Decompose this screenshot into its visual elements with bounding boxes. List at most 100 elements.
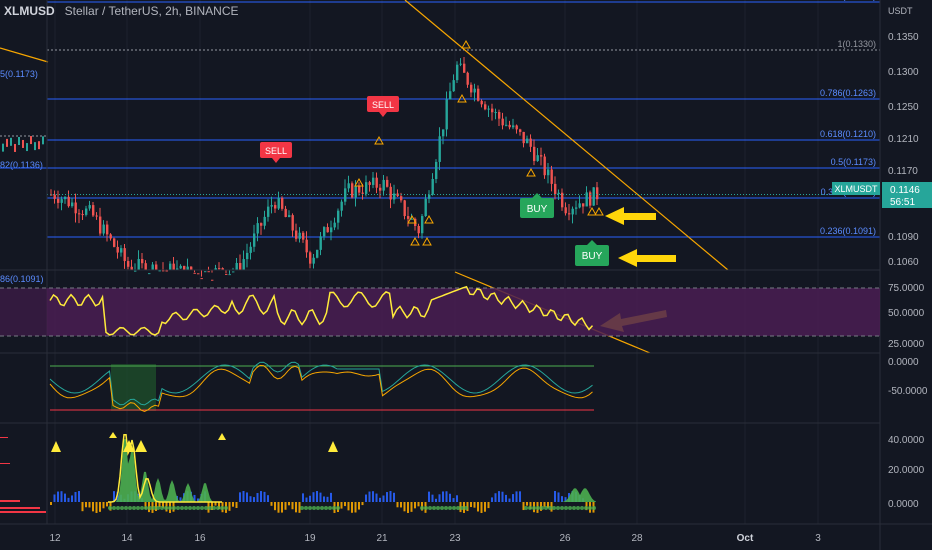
signal-dot (144, 506, 148, 510)
candle-body (127, 261, 130, 267)
candle-body (435, 161, 438, 180)
candle-body (361, 192, 364, 194)
signal-dot (128, 506, 132, 510)
candle-body (498, 112, 501, 119)
price-tick: 0.1300 (888, 67, 919, 78)
candle-body (197, 273, 200, 275)
histogram-bar (302, 493, 304, 502)
histogram-bar (239, 492, 241, 502)
candle-body (190, 266, 193, 270)
signal-dot (200, 506, 204, 510)
histogram-bar (281, 502, 283, 513)
histogram-bar (340, 502, 343, 509)
triangle-marker (328, 441, 338, 452)
candle-body (480, 100, 483, 105)
rsi-pane[interactable] (0, 285, 880, 337)
candle-body (256, 223, 259, 234)
candle-body (421, 216, 424, 234)
histogram-bar (298, 502, 301, 513)
histogram-bar (113, 491, 115, 502)
signal-dot (208, 506, 212, 510)
signal-dot (320, 506, 324, 510)
histogram-bar (274, 502, 276, 511)
price-tick: 0.1210 (888, 134, 919, 145)
triangle-markers (51, 432, 338, 452)
arrow-annotation[interactable] (605, 207, 656, 225)
candle-body (564, 207, 567, 214)
candle-body (85, 208, 88, 215)
candle-body (547, 169, 550, 176)
candle-body (456, 64, 459, 81)
histogram-pane[interactable] (0, 432, 596, 513)
left-fib-label: 82(0.1136) (0, 160, 43, 170)
histogram-bar (484, 502, 486, 512)
candle-body (120, 248, 123, 253)
signal-dot (188, 506, 192, 510)
date-tick: 19 (304, 533, 316, 544)
price-trendline[interactable] (404, 0, 729, 271)
candle-body (515, 125, 518, 130)
candle-body (221, 268, 224, 270)
histogram-bar (585, 502, 588, 511)
histogram-bar (179, 497, 182, 502)
candle-body (375, 177, 378, 188)
last-price-text: 0.1146 (890, 185, 920, 196)
candle-body (218, 268, 221, 270)
candle-body (277, 197, 280, 209)
candle-body (22, 139, 24, 148)
histogram-bar (543, 502, 546, 507)
candle-body (445, 99, 448, 130)
candle-body (365, 182, 368, 194)
candle-body (424, 198, 427, 217)
candle-body (6, 138, 8, 147)
histogram-bar (519, 491, 521, 502)
candle-body (316, 249, 319, 258)
price-tick: 0.1170 (888, 166, 918, 177)
candle-body (295, 230, 298, 239)
candle-body (34, 142, 36, 151)
signal-dot (304, 506, 308, 510)
signal-dot (300, 506, 304, 510)
time-axis[interactable]: 12 14 16 19 21 23 26 28 Oct 3 (49, 533, 821, 544)
signal-dot (140, 506, 144, 510)
candle-body (522, 131, 525, 144)
candle-body (26, 143, 28, 152)
countdown-text: 56:51 (890, 197, 915, 208)
price-tick: 0.1350 (888, 32, 919, 43)
symbol-label[interactable]: XLMUSD (4, 4, 55, 18)
signal-dot (580, 506, 584, 510)
histogram-bar (445, 491, 448, 502)
histogram-bar (347, 502, 350, 511)
candle-body (30, 136, 32, 145)
oscillator-pane[interactable] (49, 361, 594, 413)
left-trendline[interactable] (0, 47, 49, 63)
warning-icon (354, 177, 364, 187)
signal-dot (316, 506, 320, 510)
candle-body (186, 266, 189, 270)
candle-body (508, 124, 511, 128)
candle-body (473, 88, 476, 93)
histogram-bar (57, 491, 59, 502)
histogram-bar (144, 502, 147, 509)
warning-icon (457, 93, 467, 103)
signal-dot (452, 506, 456, 510)
histogram-bar (463, 502, 465, 513)
arrow-annotation[interactable] (618, 249, 676, 267)
candle-body (596, 187, 599, 200)
signal-dot (332, 506, 336, 510)
histogram-bar (284, 502, 287, 510)
buy-signal: BUY (575, 240, 609, 266)
signal-dot (560, 506, 564, 510)
warning-icon (374, 135, 384, 145)
signal-dot (328, 506, 332, 510)
candle-body (309, 252, 312, 264)
warning-icon (410, 236, 420, 246)
signal-dot (432, 506, 436, 510)
fib-label: 0.618(0.1210) (820, 129, 876, 139)
candle-body (351, 183, 354, 198)
left-fib-label: 86(0.1091) (0, 274, 44, 284)
candle-body (333, 222, 336, 228)
candle-body (95, 215, 98, 217)
price-axis[interactable]: USDT0.13500.13000.12500.12100.11700.1130… (832, 6, 932, 510)
